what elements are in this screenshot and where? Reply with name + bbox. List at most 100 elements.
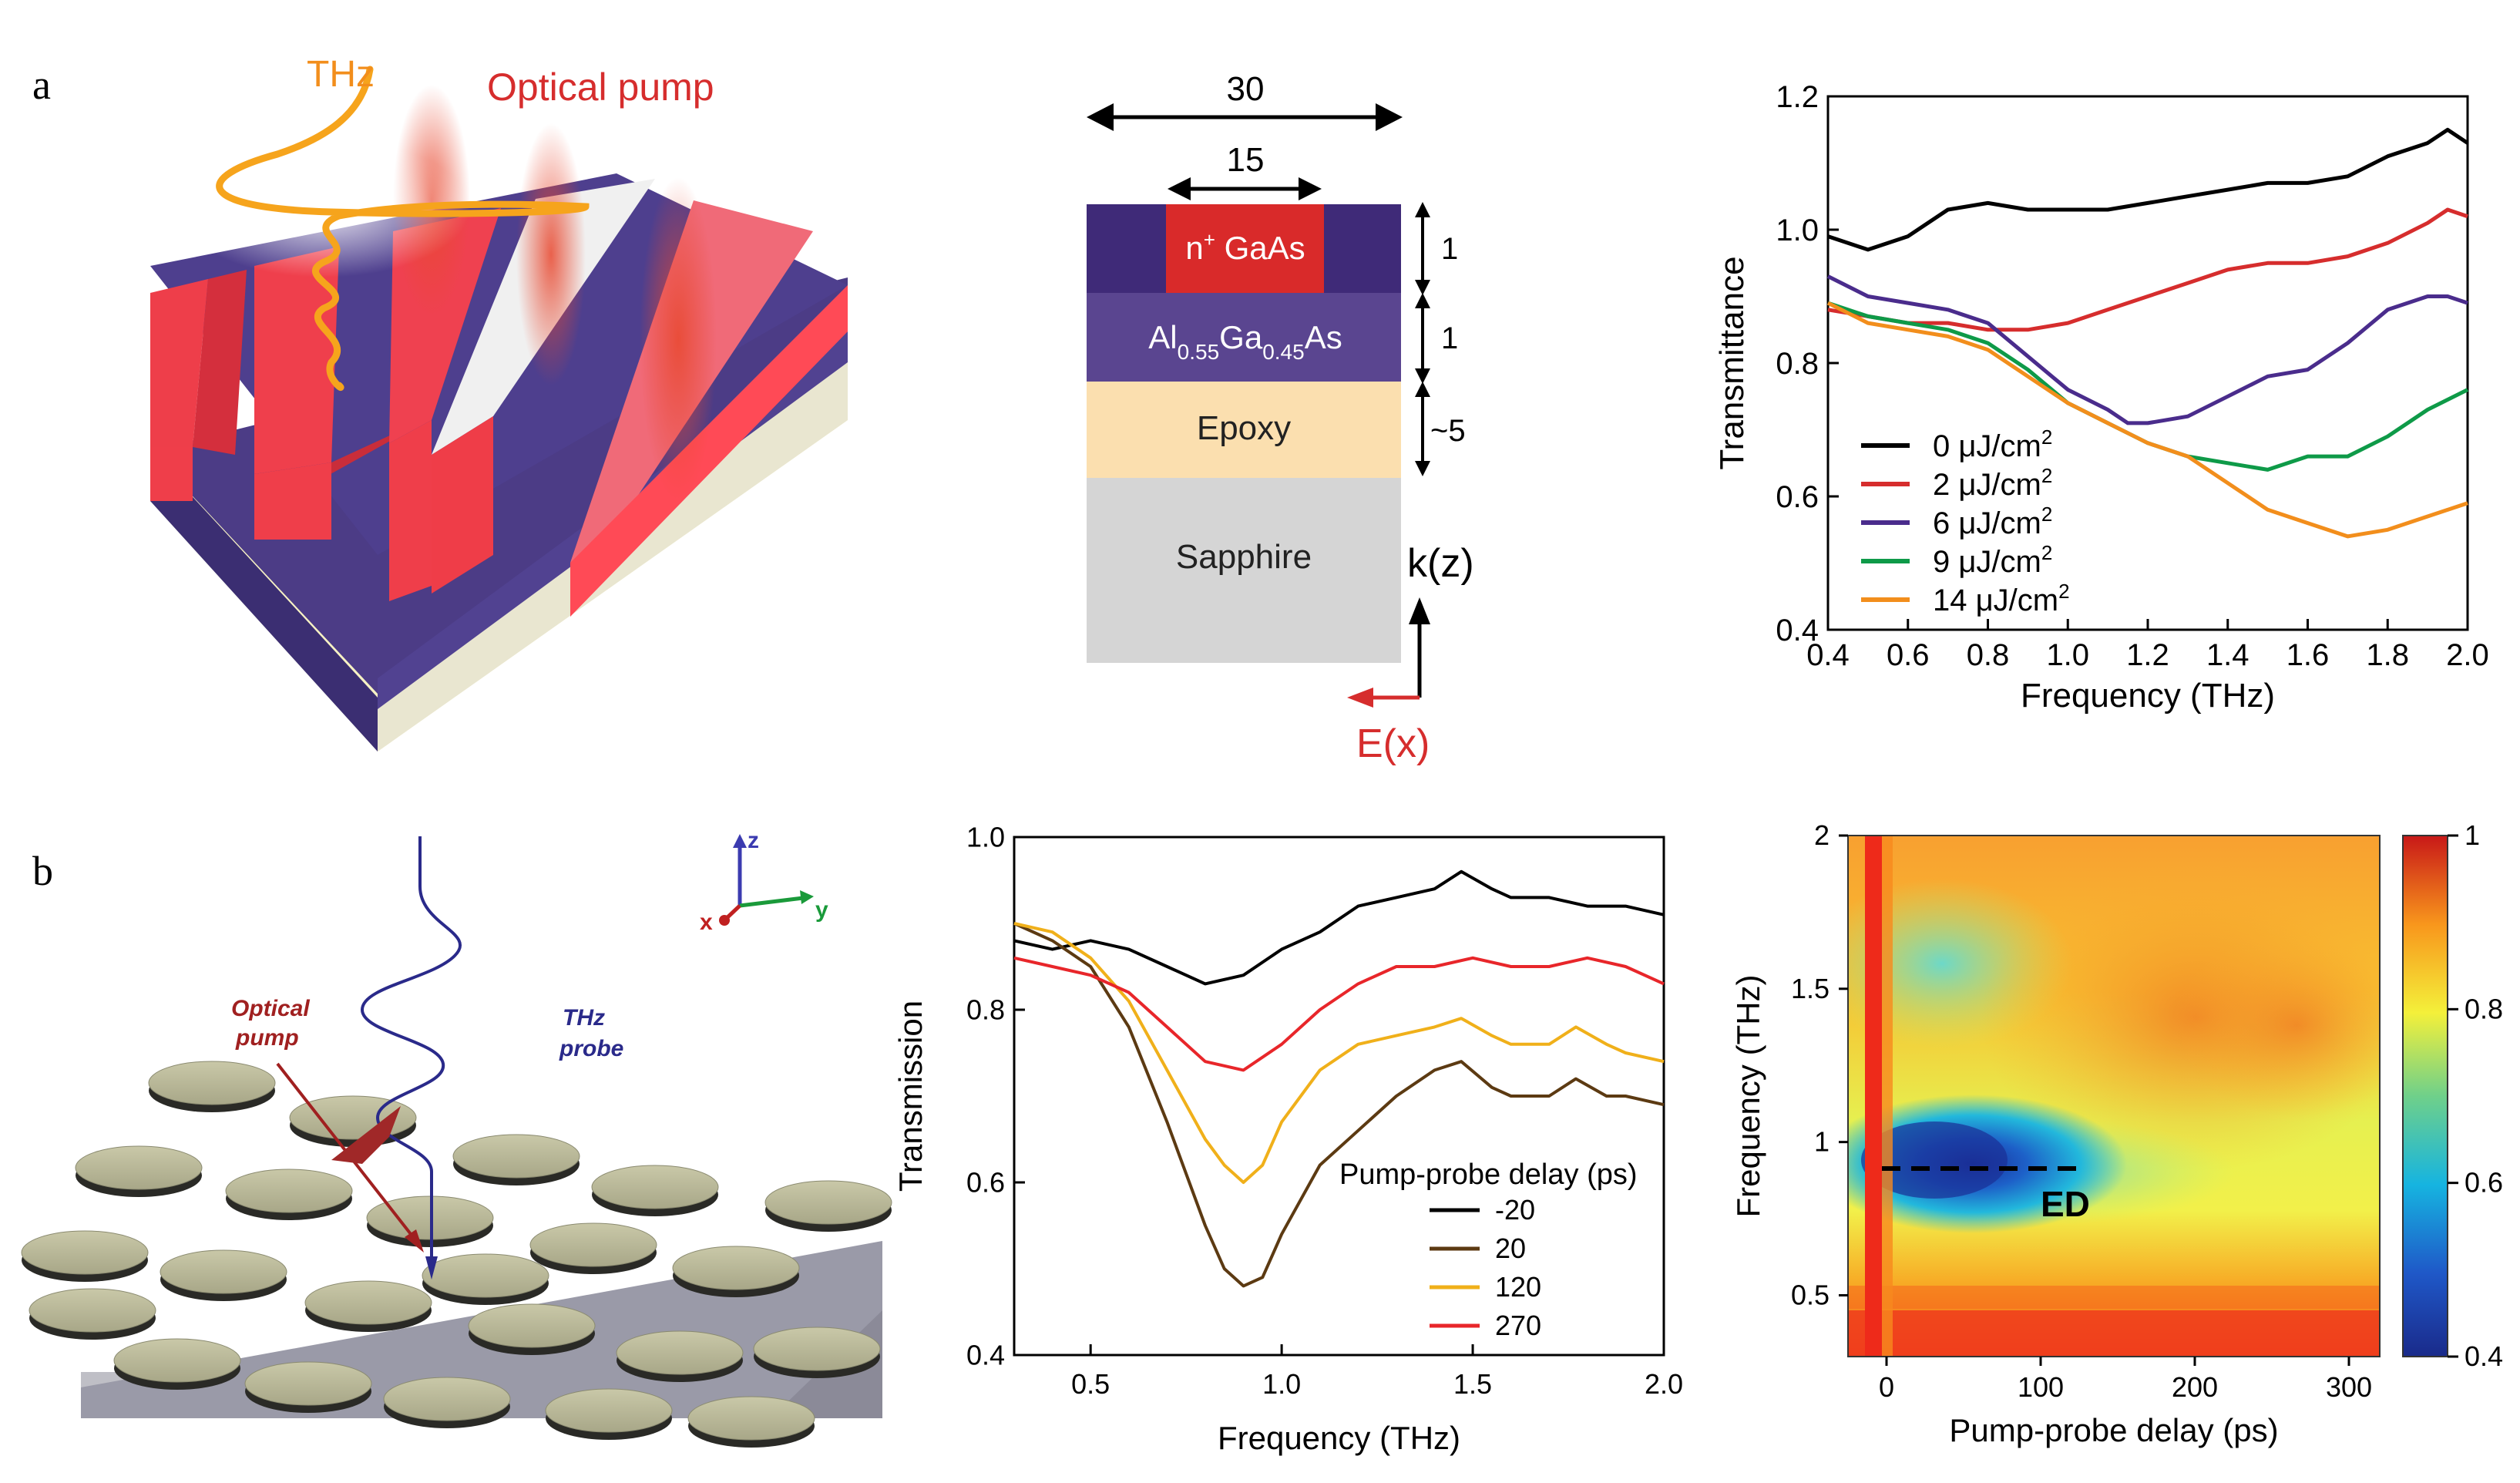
series-line-0 bbox=[1827, 127, 2469, 252]
sapphire-layer bbox=[1087, 478, 1401, 663]
optical-pump-text-2: pump bbox=[235, 1025, 299, 1051]
y-tick-label: 0.6 bbox=[966, 1167, 1005, 1199]
e-label: E(x) bbox=[1356, 721, 1430, 766]
y-tick-label: 0.5 bbox=[1791, 1279, 1830, 1310]
axis-x-label: x bbox=[700, 910, 713, 935]
x-tick-label: 200 bbox=[2172, 1371, 2218, 1403]
x-tick-label: 0.4 bbox=[1806, 638, 1850, 672]
disk bbox=[591, 1165, 719, 1209]
thz-pulse bbox=[216, 66, 590, 392]
heatmap-axes: 0 100 200 300 0.5 1 1.5 2 Pump-probe delay (ps) F… bbox=[1730, 819, 2372, 1448]
disk bbox=[422, 1253, 549, 1298]
panel-a-label: a bbox=[32, 62, 51, 108]
disk bbox=[383, 1377, 511, 1421]
stripe-2 bbox=[254, 247, 339, 474]
x-tick-label: 2.0 bbox=[1645, 1368, 1683, 1400]
x-tick-label: 1.2 bbox=[2126, 638, 2169, 672]
disk-array bbox=[21, 1061, 892, 1448]
thz-probe-text-2: probe bbox=[559, 1036, 623, 1061]
x-tick-label: 0.8 bbox=[1967, 638, 2010, 672]
y-axis-label: Transmittance bbox=[1713, 256, 1751, 469]
series-line-120 bbox=[1013, 922, 1665, 1184]
width-stripe-label: 15 bbox=[1227, 141, 1265, 179]
stripe-1 bbox=[150, 279, 208, 447]
legend-title: Pump-probe delay (ps) bbox=[1339, 1158, 1638, 1191]
sapphire-label: Sapphire bbox=[1176, 538, 1312, 576]
transmittance-chart: 0.4 0.6 0.8 1.0 1.2 1.4 1.6 1.8 2.0 0.4 0.6 0.8 1.0 1… bbox=[1713, 80, 2489, 715]
x-axis-label: Pump-probe delay (ps) bbox=[1949, 1412, 2278, 1448]
grating-illustration: THz Optical pump bbox=[150, 54, 848, 752]
y-tick-label: 1 bbox=[1814, 1126, 1830, 1158]
y-tick-label: 1.2 bbox=[1776, 80, 1819, 114]
x-tick-label: 2.0 bbox=[2446, 638, 2489, 672]
disk bbox=[672, 1246, 800, 1290]
optical-pump-text-1: Optical bbox=[231, 996, 310, 1021]
legend-label-2: 2 μJ/cm2 bbox=[1933, 464, 2052, 502]
y-tick-label: 0.8 bbox=[966, 994, 1005, 1026]
panel-b-label: b bbox=[32, 848, 53, 894]
x-tick-label: 1.0 bbox=[1262, 1368, 1301, 1400]
disk bbox=[21, 1230, 149, 1275]
algaas-layer bbox=[1087, 293, 1401, 382]
x-axis-label: Frequency (THz) bbox=[1218, 1420, 1460, 1456]
disk bbox=[225, 1169, 353, 1213]
disk bbox=[545, 1388, 673, 1433]
disk bbox=[148, 1061, 276, 1105]
stripe-edge bbox=[570, 285, 848, 617]
colorbar-tick-label: 1 bbox=[2465, 819, 2480, 851]
axis-z-label: z bbox=[748, 828, 759, 853]
y-tick-label: 1.5 bbox=[1791, 973, 1830, 1004]
thz-label: THz bbox=[307, 54, 375, 95]
disk-array-illustration: Optical pump THz probe z y x bbox=[21, 828, 892, 1448]
disk bbox=[616, 1330, 744, 1375]
disk bbox=[304, 1280, 432, 1325]
y-tick-label: 0.4 bbox=[966, 1340, 1005, 1371]
epoxy-layer bbox=[1087, 382, 1401, 478]
stripe-1-front bbox=[150, 447, 193, 501]
ed-label: ED bbox=[2041, 1184, 2090, 1224]
legend-label-14: 14 μJ/cm2 bbox=[1933, 580, 2070, 617]
colorbar-tick-label: 0.8 bbox=[2465, 993, 2503, 1024]
thz-probe-text-1: THz bbox=[563, 1005, 605, 1031]
disk bbox=[764, 1180, 892, 1225]
series-line--20 bbox=[1013, 869, 1665, 986]
x-tick-label: 1.5 bbox=[1453, 1368, 1492, 1400]
x-tick-label: 0.5 bbox=[1071, 1368, 1110, 1400]
y-tick-label: 1.0 bbox=[1776, 214, 1819, 247]
width-total-label: 30 bbox=[1227, 70, 1265, 108]
pump-beam-2 bbox=[516, 123, 586, 385]
stripe-2-front bbox=[254, 462, 331, 540]
plot-frame bbox=[1826, 95, 2469, 631]
thz-haze bbox=[177, 139, 470, 277]
disk bbox=[687, 1396, 815, 1441]
thickness-arrows bbox=[1415, 202, 1430, 476]
legend-label-0: 0 μJ/cm2 bbox=[1933, 425, 2052, 463]
colorbar bbox=[2402, 835, 2448, 1357]
x-tick-label: 0 bbox=[1879, 1371, 1894, 1403]
thickness-2-label: 1 bbox=[1441, 321, 1458, 355]
series-line-14 bbox=[1826, 301, 2468, 539]
x-tick-label: 1.4 bbox=[2206, 638, 2250, 672]
disk bbox=[468, 1303, 596, 1348]
colorbar-ticks: 0.4 0.6 0.8 1 bbox=[2448, 819, 2503, 1372]
gaas-label: n+ GaAs bbox=[1185, 228, 1305, 266]
transmission-chart: 0.5 1.0 1.5 2.0 0.4 0.6 0.8 1.0 Frequency (THz) T… bbox=[892, 822, 1683, 1456]
axes-triad: z y x bbox=[700, 828, 828, 935]
optical-pump-label: Optical pump bbox=[487, 66, 714, 109]
epoxy-label: Epoxy bbox=[1197, 409, 1291, 447]
legend-label-270: 270 bbox=[1495, 1310, 1541, 1341]
gaas-stripe bbox=[1166, 204, 1324, 293]
legend-label-6: 6 μJ/cm2 bbox=[1933, 503, 2052, 540]
x-axis-label: Frequency (THz) bbox=[2021, 677, 2275, 715]
legend-label-9: 9 μJ/cm2 bbox=[1933, 541, 2052, 579]
k-label: k(z) bbox=[1407, 541, 1474, 586]
y-tick-label: 0.8 bbox=[1776, 347, 1819, 381]
pump-probe-heatmap: ED 0 100 200 300 0.5 1 1.5 2 Pump-probe delay (p… bbox=[1730, 819, 2503, 1448]
disk bbox=[113, 1338, 241, 1383]
legend-label-20: 20 bbox=[1495, 1232, 1526, 1264]
y-axis-label: Frequency (THz) bbox=[1730, 974, 1766, 1217]
y-axis-label: Transmission bbox=[892, 1000, 929, 1192]
x-tick-label: 100 bbox=[2018, 1371, 2064, 1403]
thickness-3-label: ~5 bbox=[1430, 414, 1466, 448]
x-tick-label: 1.6 bbox=[2286, 638, 2330, 672]
